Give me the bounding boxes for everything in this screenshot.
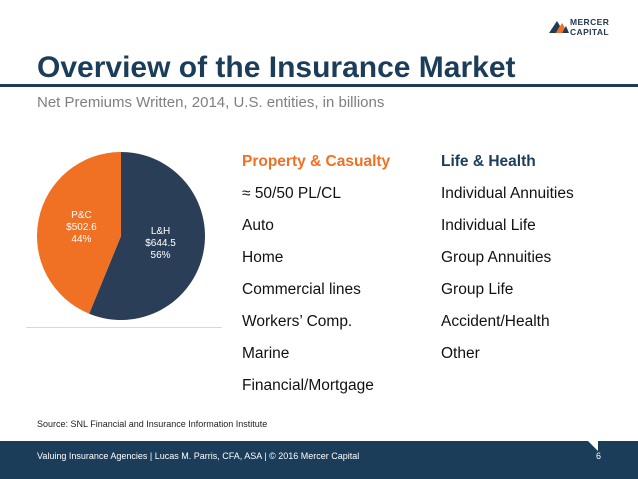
lh-list-item: Individual Life [441, 217, 536, 234]
mercer-capital-logo: MERCER CAPITAL [548, 16, 630, 38]
pc-list-item: ≈ 50/50 PL/CL [242, 185, 341, 202]
property-casualty-column: Property & Casualty ≈ 50/50 PL/CL Auto H… [242, 152, 390, 408]
pie-label: $644.5 [145, 238, 176, 249]
pc-list-item: Financial/Mortgage [242, 377, 374, 394]
source-note: Source: SNL Financial and Insurance Info… [37, 419, 268, 429]
lh-list-item: Other [441, 345, 480, 362]
pie-chart: L&H$644.556% P&C$502.644% [36, 152, 206, 320]
title-rule [0, 84, 638, 87]
footer-notch [588, 441, 598, 451]
pie-slice-l-h [89, 152, 206, 320]
pc-list-item: Workers’ Comp. [242, 313, 353, 330]
pie-slice-p-c [36, 152, 121, 314]
lh-list-item: Group Annuities [441, 249, 552, 266]
pc-list-item: Commercial lines [242, 281, 361, 298]
property-casualty-heading: Property & Casualty [242, 153, 391, 170]
pc-list-item: Home [242, 249, 284, 266]
footer-bar: Valuing Insurance Agencies | Lucas M. Pa… [0, 441, 638, 479]
life-health-heading: Life & Health [441, 153, 536, 170]
logo-text-line2: CAPITAL [570, 27, 609, 37]
lh-list-item: Individual Annuities [441, 185, 574, 202]
page-subtitle: Net Premiums Written, 2014, U.S. entitie… [37, 94, 385, 111]
lh-list-item: Accident/Health [441, 313, 550, 330]
pie-label: P&C [71, 210, 92, 221]
life-health-column: Life & Health Individual Annuities Indiv… [441, 152, 574, 376]
pie-label: 56% [151, 250, 171, 261]
pie-label: $502.6 [66, 222, 97, 233]
pie-baseline [26, 327, 222, 328]
lh-list-item: Group Life [441, 281, 514, 298]
pc-list-item: Auto [242, 217, 274, 234]
pc-list-item: Marine [242, 345, 290, 362]
page-number: 6 [596, 451, 602, 461]
page-title: Overview of the Insurance Market [37, 51, 516, 84]
pie-label: 44% [71, 234, 91, 245]
pie-label: L&H [151, 226, 170, 237]
logo-mark-icon [549, 21, 569, 33]
footer-text: Valuing Insurance Agencies | Lucas M. Pa… [37, 451, 360, 461]
logo-text-line1: MERCER [570, 17, 610, 27]
